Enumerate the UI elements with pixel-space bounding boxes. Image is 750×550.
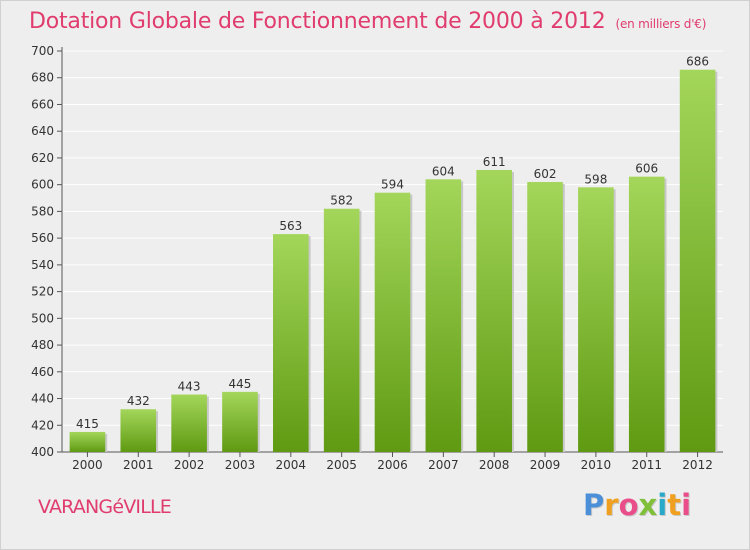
chart-title: Dotation Globale de Fonctionnement de 20… bbox=[29, 9, 706, 34]
bar-2004 bbox=[273, 234, 309, 452]
x-tick-label: 2005 bbox=[326, 458, 357, 472]
y-tick-label: 460 bbox=[31, 365, 54, 379]
x-tick-label: 2009 bbox=[530, 458, 561, 472]
bar-2012 bbox=[679, 69, 716, 453]
bar-2006 bbox=[374, 192, 411, 453]
y-tick-label: 600 bbox=[31, 178, 54, 192]
bar-value-label: 594 bbox=[381, 178, 404, 192]
y-tick-label: 580 bbox=[31, 204, 54, 218]
logo-letter: o bbox=[618, 488, 639, 522]
x-tick-label: 2008 bbox=[479, 458, 510, 472]
logo-letter: i bbox=[657, 488, 668, 522]
y-tick-label: 560 bbox=[31, 231, 54, 245]
bar-value-label: 432 bbox=[127, 394, 150, 408]
commune-name: VARANGéVILLE bbox=[38, 496, 172, 518]
bar-value-label: 604 bbox=[432, 164, 455, 178]
y-tick-label: 680 bbox=[31, 71, 54, 85]
logo-letter: P bbox=[583, 488, 605, 522]
bar-2005 bbox=[323, 208, 360, 452]
bar-value-label: 563 bbox=[279, 219, 302, 233]
bar-value-label: 598 bbox=[584, 172, 607, 186]
bar-2001 bbox=[120, 409, 157, 452]
x-tick-label: 2006 bbox=[377, 458, 408, 472]
y-tick-label: 660 bbox=[31, 97, 54, 111]
bar-value-label: 445 bbox=[229, 377, 252, 391]
y-tick-label: 540 bbox=[31, 258, 54, 272]
y-tick-label: 400 bbox=[31, 445, 54, 459]
title-text: Dotation Globale de Fonctionnement de 20… bbox=[29, 9, 606, 34]
x-tick-label: 2010 bbox=[581, 458, 612, 472]
x-tick-label: 2003 bbox=[225, 458, 256, 472]
bar-value-label: 602 bbox=[534, 167, 557, 181]
bar-value-label: 611 bbox=[483, 155, 506, 169]
x-tick-label: 2011 bbox=[631, 458, 662, 472]
bar-value-label: 415 bbox=[76, 417, 99, 431]
y-tick-label: 520 bbox=[31, 285, 54, 299]
proxiti-logo: Proxiti bbox=[583, 488, 691, 522]
bar-2000 bbox=[69, 431, 106, 452]
x-tick-label: 2000 bbox=[72, 458, 103, 472]
bar-2009 bbox=[527, 181, 563, 452]
bar-2011 bbox=[628, 176, 665, 452]
y-tick-label: 640 bbox=[31, 124, 54, 138]
bar-2008 bbox=[476, 169, 512, 453]
bar-value-label: 582 bbox=[330, 194, 353, 208]
y-tick-label: 620 bbox=[31, 151, 54, 165]
logo-letter: i bbox=[681, 488, 692, 522]
bar-2010 bbox=[578, 187, 614, 452]
bar-value-label: 443 bbox=[178, 380, 201, 394]
bar-2002 bbox=[171, 394, 207, 452]
x-tick-label: 2002 bbox=[174, 458, 205, 472]
logo-letter: t bbox=[667, 488, 682, 522]
y-tick-label: 440 bbox=[31, 392, 54, 406]
y-tick-label: 500 bbox=[31, 311, 54, 325]
x-tick-label: 2012 bbox=[682, 458, 713, 472]
x-tick-label: 2004 bbox=[276, 458, 307, 472]
bar-value-label: 686 bbox=[686, 55, 709, 69]
x-tick-label: 2001 bbox=[123, 458, 154, 472]
bar-value-label: 606 bbox=[635, 162, 658, 176]
logo-letter: x bbox=[638, 488, 658, 522]
y-tick-label: 700 bbox=[31, 44, 54, 58]
y-tick-label: 420 bbox=[31, 418, 54, 432]
y-tick-label: 480 bbox=[31, 338, 54, 352]
chart-subtitle: (en milliers d'€) bbox=[615, 17, 707, 31]
bar-2007 bbox=[425, 179, 462, 452]
logo-letter: r bbox=[604, 488, 619, 522]
bar-2003 bbox=[222, 391, 258, 452]
x-tick-label: 2007 bbox=[428, 458, 459, 472]
